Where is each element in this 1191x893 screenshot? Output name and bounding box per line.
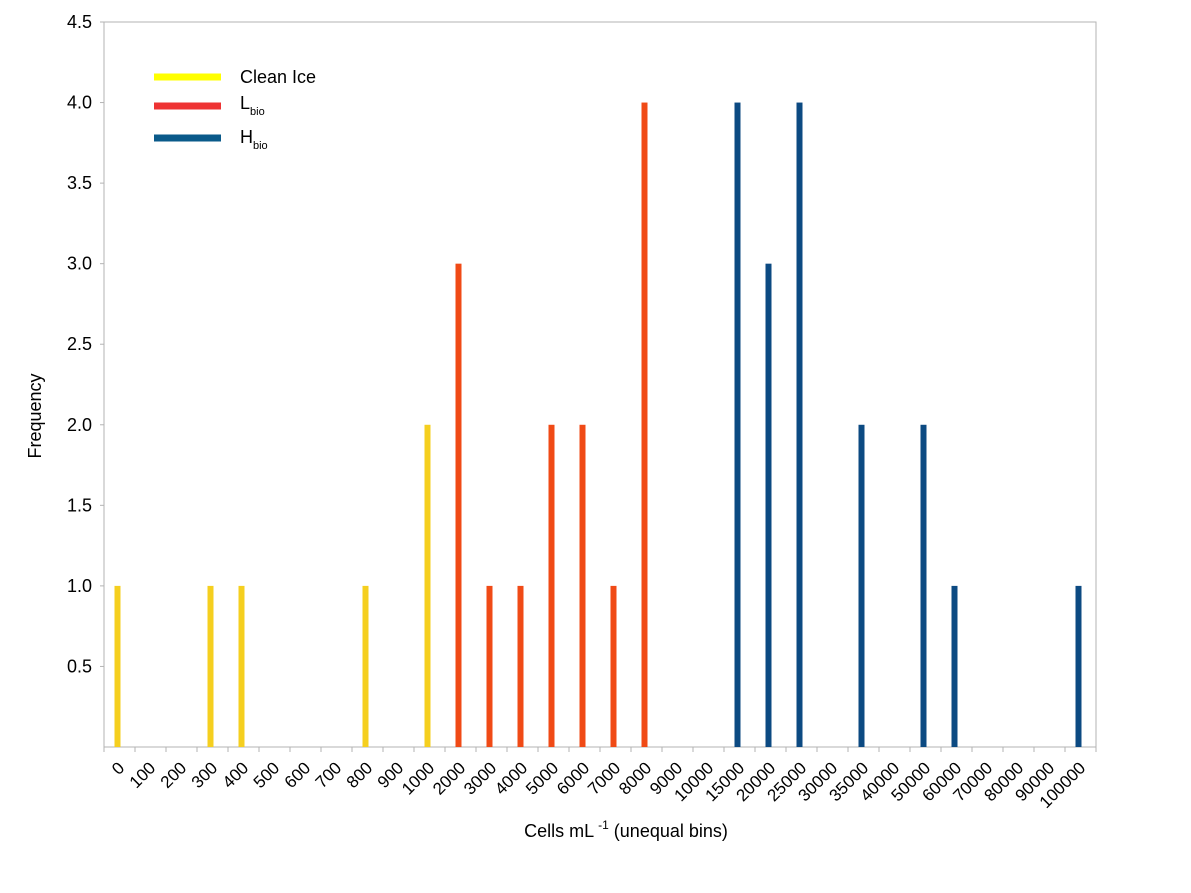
y-tick-label: 3.0 — [67, 254, 92, 274]
x-tick-label: 100 — [126, 758, 159, 791]
bar-lbio-6000 — [579, 424, 586, 747]
y-tick-label: 2.0 — [67, 415, 92, 435]
x-axis-title-suffix: (unequal bins) — [609, 821, 728, 841]
bar-hbio-20000 — [765, 263, 772, 747]
legend-label-lbio: Lbio — [240, 93, 265, 118]
legend-label-clean-ice: Clean Ice — [240, 67, 316, 87]
bar-hbio-35000 — [858, 424, 865, 747]
x-axis-title: Cells mL -1 (unequal bins) — [524, 818, 728, 841]
legend: Clean Ice Lbio Hbio — [154, 67, 316, 152]
x-tick-label: 4000 — [491, 758, 531, 798]
x-tick-label: 400 — [219, 758, 252, 791]
x-tick-label: 300 — [188, 758, 221, 791]
y-tick-label: 4.0 — [67, 93, 92, 113]
bars — [114, 102, 1082, 748]
x-tick-label: 500 — [250, 758, 283, 791]
bar-hbio-60000 — [951, 585, 958, 747]
y-axis-ticks: 0.5 1.0 1.5 2.0 2.5 3.0 3.5 4.0 4.5 — [67, 12, 104, 676]
x-axis-title-superscript: -1 — [598, 818, 609, 832]
bar-hbio-50000 — [920, 424, 927, 747]
bar-lbio-5000 — [548, 424, 555, 747]
y-tick-label: 4.5 — [67, 12, 92, 32]
x-tick-label: 1000 — [398, 758, 438, 798]
y-tick-label: 1.5 — [67, 495, 92, 515]
legend-label-hbio: Hbio — [240, 127, 268, 152]
y-axis-title: Frequency — [25, 373, 45, 458]
x-tick-label: 8000 — [615, 758, 655, 798]
x-tick-label: 7000 — [584, 758, 624, 798]
y-tick-label: 0.5 — [67, 656, 92, 676]
bar-lbio-2000 — [455, 263, 462, 747]
bar-clean-ice-300 — [207, 585, 214, 747]
x-tick-label: 0 — [108, 758, 128, 778]
y-tick-label: 2.5 — [67, 334, 92, 354]
x-tick-label: 2000 — [429, 758, 469, 798]
bar-hbio-100000 — [1075, 585, 1082, 747]
x-tick-label: 5000 — [522, 758, 562, 798]
bar-clean-ice-0 — [114, 585, 121, 747]
bar-lbio-8000 — [641, 102, 648, 748]
x-tick-label: 700 — [312, 758, 345, 791]
bar-clean-ice-400 — [238, 585, 245, 747]
y-tick-label: 3.5 — [67, 173, 92, 193]
x-tick-label: 600 — [281, 758, 314, 791]
y-tick-label: 1.0 — [67, 576, 92, 596]
bar-hbio-25000 — [796, 102, 803, 748]
bar-hbio-15000 — [734, 102, 741, 748]
bar-clean-ice-800 — [362, 585, 369, 747]
bar-lbio-7000 — [610, 585, 617, 747]
bar-lbio-3000 — [486, 585, 493, 747]
x-axis-ticks: 0100200300400500600700800900100020003000… — [103, 747, 1097, 812]
x-tick-label: 200 — [157, 758, 190, 791]
x-axis-title-main: Cells mL — [524, 821, 594, 841]
x-tick-label: 3000 — [460, 758, 500, 798]
x-tick-label: 800 — [343, 758, 376, 791]
x-tick-label: 6000 — [553, 758, 593, 798]
bar-clean-ice-1000 — [424, 424, 431, 747]
bar-lbio-4000 — [517, 585, 524, 747]
